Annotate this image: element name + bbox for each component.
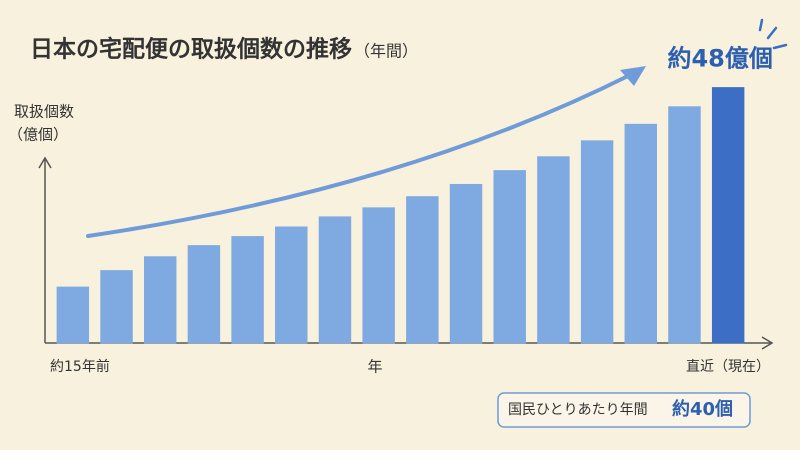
bar [711, 87, 745, 344]
bar [318, 216, 352, 344]
x-tick-label: 約15年前 [50, 358, 110, 375]
sparkle [758, 18, 788, 50]
value-label: 約48億個 [667, 45, 772, 73]
bar [56, 286, 90, 344]
bar [668, 106, 701, 344]
bar [406, 196, 439, 344]
trend-arrow [86, 73, 632, 238]
title-note: （年間） [354, 42, 418, 61]
x-axis-label: 年 [367, 358, 382, 376]
annotation-label: 国民ひとりあたり年間 [508, 402, 648, 418]
trend-arrow-head [620, 66, 646, 86]
annotation-box [497, 392, 751, 428]
bar [231, 236, 264, 344]
bar [537, 156, 570, 344]
x-tick-label: 直近（現在） [686, 358, 770, 375]
x-axis-arrow [761, 336, 774, 350]
bar [187, 245, 221, 344]
bar [580, 140, 614, 344]
annotation-value: 約40個 [672, 398, 733, 420]
y-axis-unit: （億個） [8, 126, 68, 144]
y-axis-label: 取扱個数 [14, 103, 74, 121]
bar [493, 170, 526, 344]
chart-title: 日本の宅配便の取扱個数の推移 [30, 36, 352, 63]
bar [362, 207, 395, 344]
bar [275, 226, 308, 344]
bar [624, 123, 658, 344]
bar [449, 183, 483, 344]
bar [143, 256, 177, 344]
bar [100, 270, 133, 344]
y-axis-arrow [38, 156, 52, 169]
